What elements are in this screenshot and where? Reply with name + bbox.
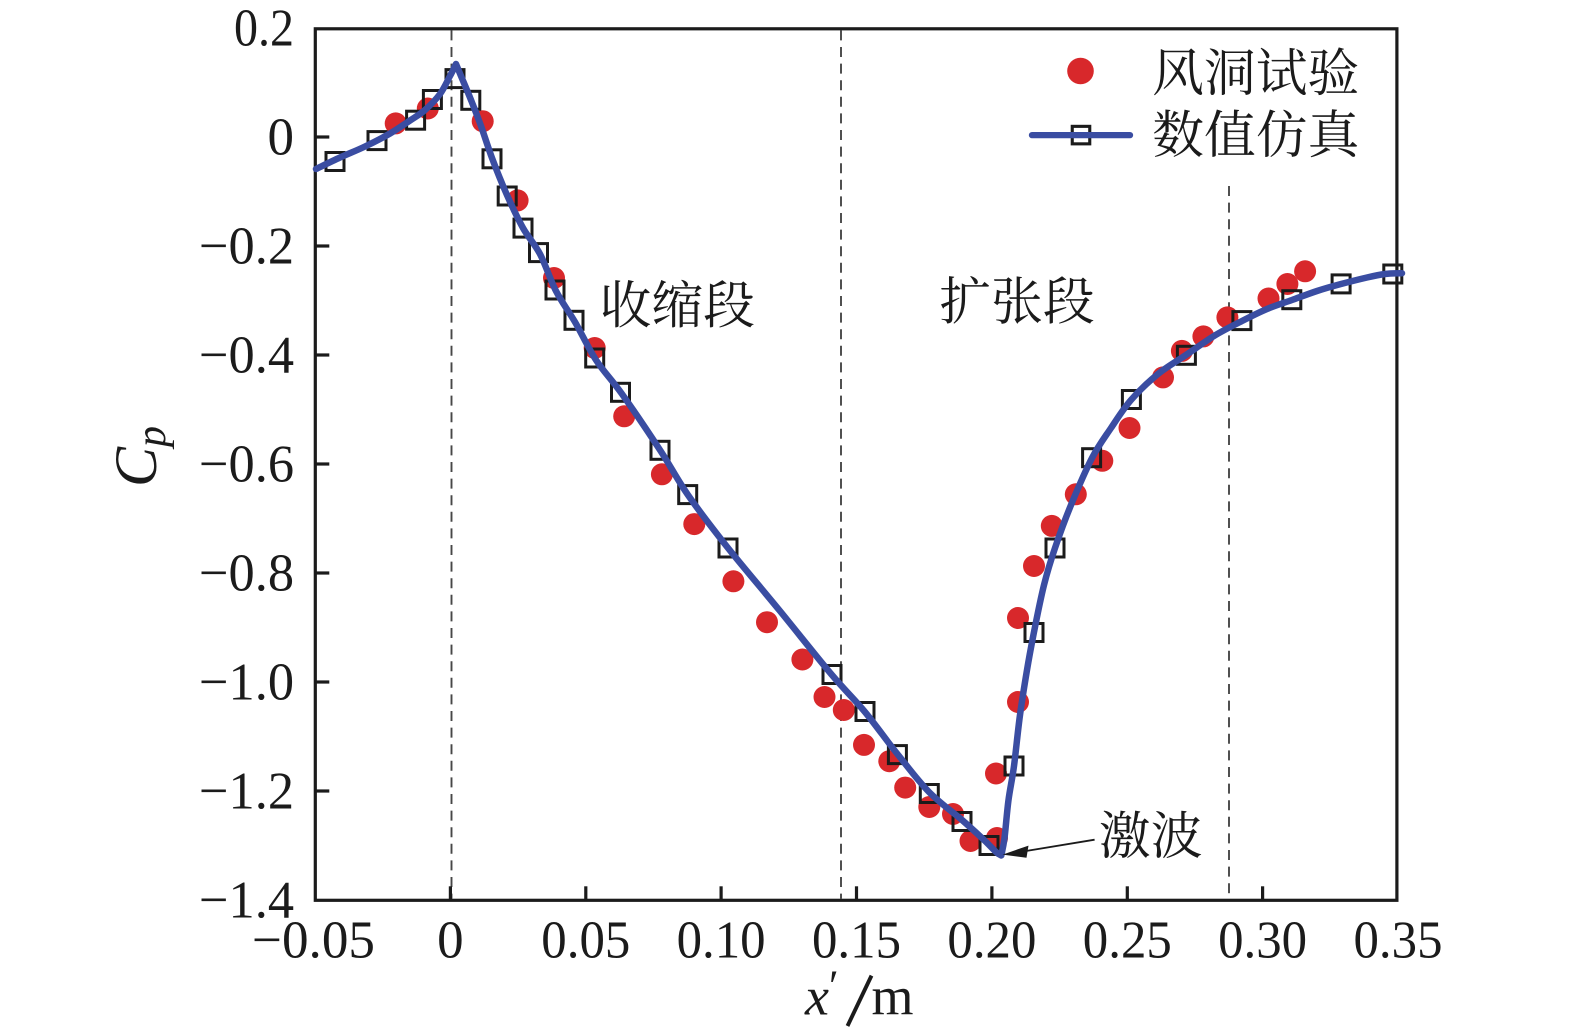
svg-text:−0.05: −0.05 (252, 912, 375, 970)
svg-text:−0.2: −0.2 (199, 218, 294, 276)
svg-text:0: 0 (437, 912, 464, 970)
svg-text:−0.8: −0.8 (199, 545, 294, 603)
svg-text:0.35: 0.35 (1354, 912, 1443, 970)
svg-text:−1.0: −1.0 (199, 654, 294, 712)
svg-text:0: 0 (268, 109, 295, 167)
svg-text:0.2: 0.2 (234, 0, 294, 58)
svg-text:m: m (872, 967, 914, 1027)
svg-text:0.15: 0.15 (812, 912, 901, 970)
svg-text:0.05: 0.05 (541, 912, 630, 970)
svg-text:0.20: 0.20 (947, 912, 1036, 970)
svg-text:−0.4: −0.4 (199, 327, 294, 385)
svg-text:0.25: 0.25 (1083, 912, 1172, 970)
svg-text:x′: x′ (804, 962, 839, 1027)
svg-text:0.30: 0.30 (1218, 912, 1307, 970)
svg-text:−0.6: −0.6 (199, 436, 294, 494)
svg-text:−1.4: −1.4 (199, 872, 294, 930)
svg-text:0.10: 0.10 (677, 912, 766, 970)
svg-text:−1.2: −1.2 (199, 763, 294, 821)
